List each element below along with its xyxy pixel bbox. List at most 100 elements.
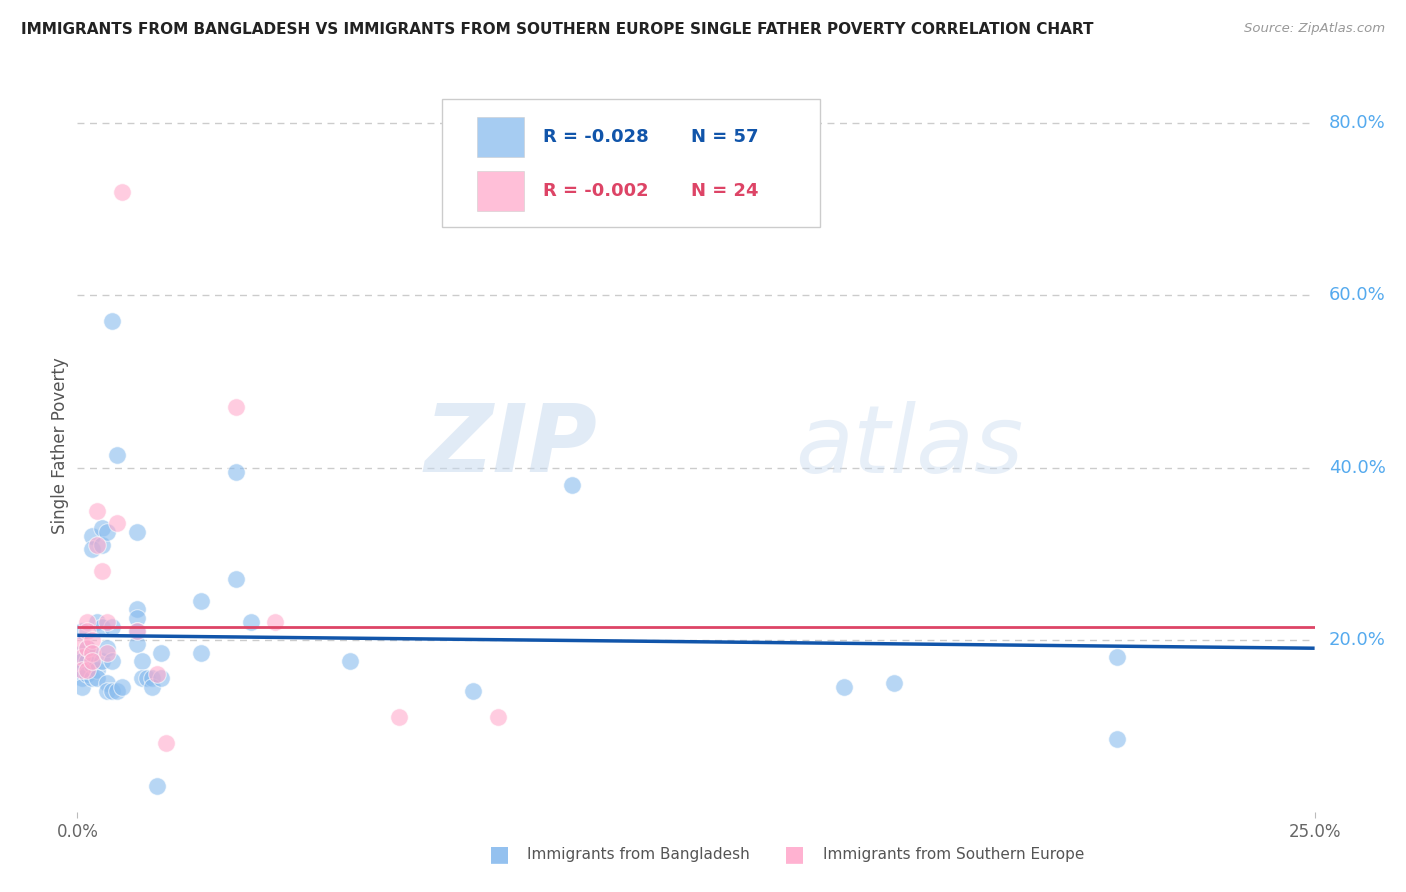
Point	[264, 615, 287, 630]
Point	[125, 637, 148, 651]
Point	[76, 641, 98, 656]
Text: IMMIGRANTS FROM BANGLADESH VS IMMIGRANTS FROM SOUTHERN EUROPE SINGLE FATHER POVE: IMMIGRANTS FROM BANGLADESH VS IMMIGRANTS…	[21, 22, 1094, 37]
Text: 20.0%: 20.0%	[1329, 631, 1385, 648]
Point	[155, 736, 177, 750]
Point	[72, 671, 94, 685]
Point	[1105, 649, 1128, 664]
Point	[82, 654, 104, 668]
Text: Immigrants from Southern Europe: Immigrants from Southern Europe	[823, 847, 1084, 862]
Point	[96, 675, 118, 690]
Point	[76, 667, 98, 681]
Point	[141, 671, 163, 685]
Text: R = -0.028: R = -0.028	[543, 128, 648, 146]
Point	[834, 680, 856, 694]
Point	[225, 573, 247, 587]
Point	[72, 624, 94, 638]
Point	[125, 624, 148, 638]
Point	[72, 637, 94, 651]
Text: Source: ZipAtlas.com: Source: ZipAtlas.com	[1244, 22, 1385, 36]
Text: ZIP: ZIP	[425, 400, 598, 492]
Point	[76, 641, 98, 656]
Point	[82, 529, 104, 543]
Point	[86, 663, 108, 677]
Point	[225, 401, 247, 415]
Point	[72, 680, 94, 694]
Point	[82, 646, 104, 660]
Point	[125, 524, 148, 539]
Point	[388, 710, 411, 724]
Point	[96, 615, 118, 630]
Point	[339, 654, 361, 668]
Text: N = 57: N = 57	[690, 128, 758, 146]
Point	[76, 615, 98, 630]
Point	[82, 671, 104, 685]
Point	[125, 611, 148, 625]
Point	[86, 538, 108, 552]
Text: 40.0%: 40.0%	[1329, 458, 1385, 476]
Point	[150, 646, 173, 660]
Point	[125, 624, 148, 638]
Point	[145, 667, 167, 681]
FancyBboxPatch shape	[443, 99, 820, 227]
Text: 80.0%: 80.0%	[1329, 114, 1385, 132]
Point	[486, 710, 509, 724]
Point	[82, 646, 104, 660]
Point	[105, 684, 128, 698]
Point	[91, 654, 114, 668]
Point	[82, 658, 104, 673]
FancyBboxPatch shape	[477, 117, 524, 157]
Point	[91, 538, 114, 552]
Point	[105, 448, 128, 462]
Text: Immigrants from Bangladesh: Immigrants from Bangladesh	[527, 847, 749, 862]
Point	[96, 641, 118, 656]
Y-axis label: Single Father Poverty: Single Father Poverty	[51, 358, 69, 534]
Point	[101, 654, 124, 668]
Point	[111, 680, 134, 694]
Point	[86, 615, 108, 630]
Text: N = 24: N = 24	[690, 182, 758, 200]
Point	[72, 649, 94, 664]
Point	[101, 620, 124, 634]
Point	[72, 654, 94, 668]
FancyBboxPatch shape	[477, 170, 524, 211]
Point	[96, 684, 118, 698]
Point	[135, 671, 157, 685]
Point	[145, 779, 167, 793]
Point	[131, 671, 153, 685]
Point	[82, 632, 104, 647]
Point	[72, 646, 94, 660]
Point	[76, 624, 98, 638]
Point	[225, 465, 247, 479]
Text: ■: ■	[489, 845, 509, 864]
Point	[76, 663, 98, 677]
Point	[150, 671, 173, 685]
Point	[91, 564, 114, 578]
Text: atlas: atlas	[794, 401, 1024, 491]
Point	[1105, 731, 1128, 746]
Point	[96, 646, 118, 660]
Point	[86, 503, 108, 517]
Point	[91, 521, 114, 535]
Point	[105, 516, 128, 531]
Point	[883, 675, 905, 690]
Text: 60.0%: 60.0%	[1329, 286, 1385, 304]
Point	[72, 663, 94, 677]
Point	[131, 654, 153, 668]
Point	[111, 185, 134, 199]
Point	[76, 654, 98, 668]
Point	[101, 314, 124, 328]
Point	[72, 663, 94, 677]
Point	[125, 602, 148, 616]
Point	[91, 620, 114, 634]
Point	[239, 615, 262, 630]
Point	[82, 542, 104, 557]
Text: ■: ■	[785, 845, 804, 864]
Point	[463, 684, 485, 698]
Point	[101, 684, 124, 698]
Point	[190, 646, 212, 660]
Point	[86, 671, 108, 685]
Point	[141, 680, 163, 694]
Point	[190, 594, 212, 608]
Point	[561, 477, 583, 491]
Text: R = -0.002: R = -0.002	[543, 182, 648, 200]
